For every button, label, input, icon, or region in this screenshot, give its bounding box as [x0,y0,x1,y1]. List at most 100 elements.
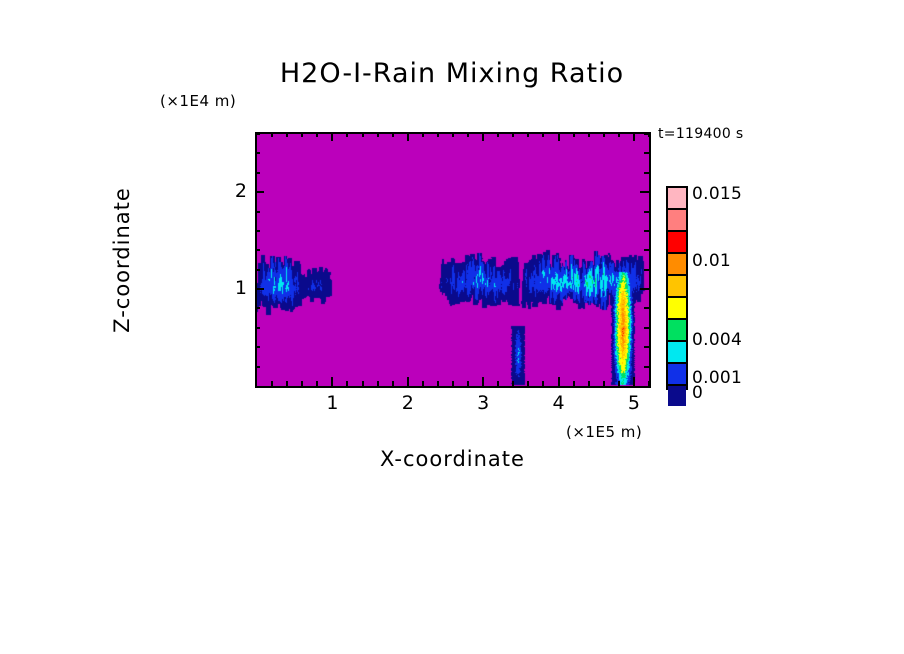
x-tick-label: 1 [326,392,339,414]
colorbar-band [668,320,686,342]
colorbar-band [668,188,686,210]
x-axis-minor-tick-top [391,132,394,137]
heatmap-canvas [257,134,649,386]
x-axis-minor-tick [346,381,349,386]
x-axis-major-tick [557,377,560,386]
x-axis-major-tick-top [482,132,485,141]
y-axis-minor-tick [255,268,260,271]
y-axis-minor-tick [255,152,260,155]
colorbar-band [668,276,686,298]
x-axis-minor-tick-top [346,132,349,137]
y-axis-minor-tick-right [644,133,649,135]
x-axis-minor-tick [301,381,304,386]
x-axis-minor-tick [391,381,394,386]
y-axis-minor-tick [255,210,260,213]
y-axis-major-tick-right [640,288,649,291]
colorbar-band [668,254,686,276]
x-axis-minor-tick [617,381,620,386]
x-axis-major-tick-top [557,132,560,141]
x-axis-minor-tick [316,381,319,386]
x-axis-minor-tick-top [572,132,575,137]
colorbar-tick-label: 0 [692,383,704,404]
x-tick-label: 3 [477,392,490,414]
x-axis-minor-tick-top [316,132,319,137]
x-tick-label: 4 [552,392,565,414]
x-axis-minor-tick-top [452,132,454,137]
y-axis-minor-tick [255,249,260,252]
colorbar-tick-label: 0.001 [692,367,743,388]
x-axis-label: X-coordinate [380,447,525,471]
x-axis-minor-tick [376,381,379,386]
y-axis-minor-tick-right [644,365,649,368]
y-axis-label: Z-coordinate [110,187,134,333]
timestamp-annotation: t=119400 s [658,126,744,142]
y-axis-minor-tick [255,307,260,310]
x-axis-minor-tick-top [376,132,379,137]
x-axis-minor-tick-top [301,132,304,137]
y-axis-minor-tick [255,346,260,349]
colorbar-band [668,210,686,232]
y-axis-major-tick [255,191,264,194]
x-axis-minor-tick [542,381,545,386]
y-axis-minor-tick-right [644,229,649,232]
colorbar-band [668,232,686,254]
colorbar-band [668,364,686,386]
x-axis-minor-tick-top [617,132,620,137]
x-axis-minor-tick-top [587,132,590,137]
y-axis-minor-tick [255,326,260,329]
y-axis-minor-tick [255,133,260,135]
y-axis-minor-tick-right [644,249,649,252]
y-axis-minor-tick-right [644,326,649,329]
x-axis-minor-tick-top [361,132,364,137]
x-axis-minor-tick [602,381,605,386]
x-axis-minor-tick [648,381,650,386]
x-axis-minor-tick [497,381,500,386]
x-axis-minor-tick-top [497,132,500,137]
y-tick-label: 2 [234,180,247,203]
x-axis-minor-tick [572,381,575,386]
plot-area [255,132,651,388]
y-axis-minor-tick-right [644,307,649,310]
y-axis-minor-tick [255,365,260,368]
y-axis-minor-tick-right [644,171,649,174]
x-axis-major-tick [331,377,334,386]
x-axis-minor-tick [527,381,530,386]
colorbar-band [668,298,686,320]
colorbar-tick-label: 0.015 [692,184,743,205]
y-tick-label: 1 [234,277,247,300]
x-axis-major-tick-top [632,132,635,141]
x-tick-label: 2 [401,392,414,414]
x-axis-major-tick-top [406,132,409,141]
x-axis-unit-label: (×1E5 m) [566,423,643,441]
y-axis-minor-tick-right [644,346,649,349]
y-axis-minor-tick [255,229,260,232]
x-tick-label: 5 [627,392,640,414]
colorbar [666,186,688,406]
y-axis-minor-tick-right [644,268,649,271]
y-axis-minor-tick-right [644,210,649,213]
chart-title: H2O-I-Rain Mixing Ratio [279,58,625,89]
x-axis-minor-tick-top [602,132,605,137]
x-axis-minor-tick-top [271,132,274,137]
x-axis-minor-tick-top [512,132,515,137]
x-axis-major-tick [632,377,635,386]
y-axis-minor-tick [255,171,260,174]
x-axis-minor-tick-top [436,132,439,137]
colorbar-tick-label: 0.004 [692,330,743,351]
x-axis-minor-tick-top [542,132,545,137]
x-axis-minor-tick-top [467,132,470,137]
colorbar-band [668,342,686,364]
x-axis-major-tick [482,377,485,386]
x-axis-minor-tick [452,381,454,386]
x-axis-minor-tick-top [286,132,289,137]
x-axis-minor-tick [512,381,515,386]
colorbar-tick-label: 0.01 [692,251,732,272]
x-axis-minor-tick [587,381,590,386]
x-axis-minor-tick-top [527,132,530,137]
x-axis-minor-tick [286,381,289,386]
x-axis-minor-tick [436,381,439,386]
y-axis-unit-label: (×1E4 m) [160,92,237,110]
x-axis-minor-tick [421,381,424,386]
y-axis-major-tick-right [640,191,649,194]
x-axis-major-tick [406,377,409,386]
